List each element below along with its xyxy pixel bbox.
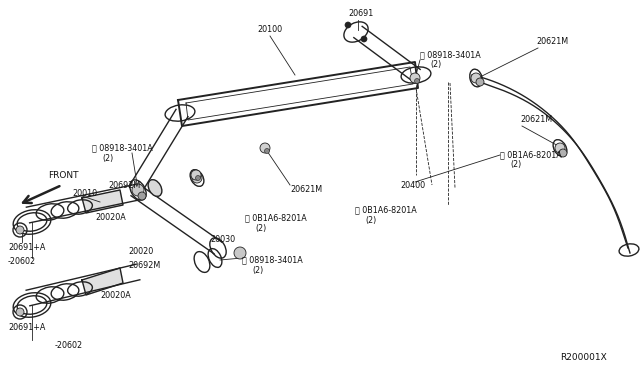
Text: 20691: 20691 (348, 10, 373, 19)
Circle shape (132, 184, 144, 196)
Text: (2): (2) (510, 160, 521, 170)
Text: 20030: 20030 (210, 235, 235, 244)
Text: Ⓝ 08918-3401A: Ⓝ 08918-3401A (420, 51, 481, 60)
Text: Ⓑ 0B1A6-8201A: Ⓑ 0B1A6-8201A (355, 205, 417, 215)
Circle shape (415, 78, 419, 83)
Polygon shape (82, 190, 123, 213)
Circle shape (410, 73, 420, 83)
Text: 20010: 20010 (72, 189, 97, 198)
Text: 20020A: 20020A (100, 291, 131, 299)
Text: (2): (2) (255, 224, 266, 232)
Text: 20100: 20100 (257, 26, 283, 35)
Circle shape (471, 73, 481, 83)
Text: -20602: -20602 (55, 340, 83, 350)
Ellipse shape (148, 180, 162, 196)
Text: (2): (2) (252, 266, 263, 275)
Circle shape (234, 247, 246, 259)
Text: 20621M: 20621M (290, 186, 322, 195)
Text: 20692M: 20692M (128, 260, 160, 269)
Text: 20692M: 20692M (108, 180, 140, 189)
Circle shape (195, 176, 200, 180)
Text: 20020A: 20020A (95, 214, 125, 222)
Circle shape (476, 78, 484, 86)
Circle shape (260, 143, 270, 153)
Circle shape (192, 173, 202, 183)
Text: Ⓑ 0B1A6-8201A: Ⓑ 0B1A6-8201A (245, 214, 307, 222)
Text: -20602: -20602 (8, 257, 36, 266)
Circle shape (345, 22, 351, 28)
Text: (2): (2) (430, 61, 441, 70)
Text: 20020: 20020 (128, 247, 153, 257)
Text: Ⓑ 0B1A6-8201A: Ⓑ 0B1A6-8201A (500, 151, 562, 160)
Circle shape (264, 148, 269, 154)
Circle shape (191, 170, 201, 180)
Text: R200001X: R200001X (560, 353, 607, 362)
Text: 20691+A: 20691+A (8, 324, 45, 333)
Text: (2): (2) (102, 154, 113, 163)
Text: 20621M: 20621M (520, 115, 552, 125)
Text: (2): (2) (365, 215, 376, 224)
Text: Ⓝ 08918-3401A: Ⓝ 08918-3401A (242, 256, 303, 264)
Circle shape (138, 192, 146, 200)
Text: 20621M: 20621M (536, 38, 568, 46)
Text: 20691+A: 20691+A (8, 244, 45, 253)
Text: Ⓝ 08918-3401A: Ⓝ 08918-3401A (92, 144, 153, 153)
Text: 20400: 20400 (400, 180, 425, 189)
Text: FRONT: FRONT (48, 171, 79, 180)
Circle shape (16, 308, 24, 316)
Circle shape (559, 149, 567, 157)
Circle shape (555, 143, 565, 153)
Polygon shape (82, 268, 123, 295)
Circle shape (361, 36, 367, 42)
Circle shape (16, 226, 24, 234)
